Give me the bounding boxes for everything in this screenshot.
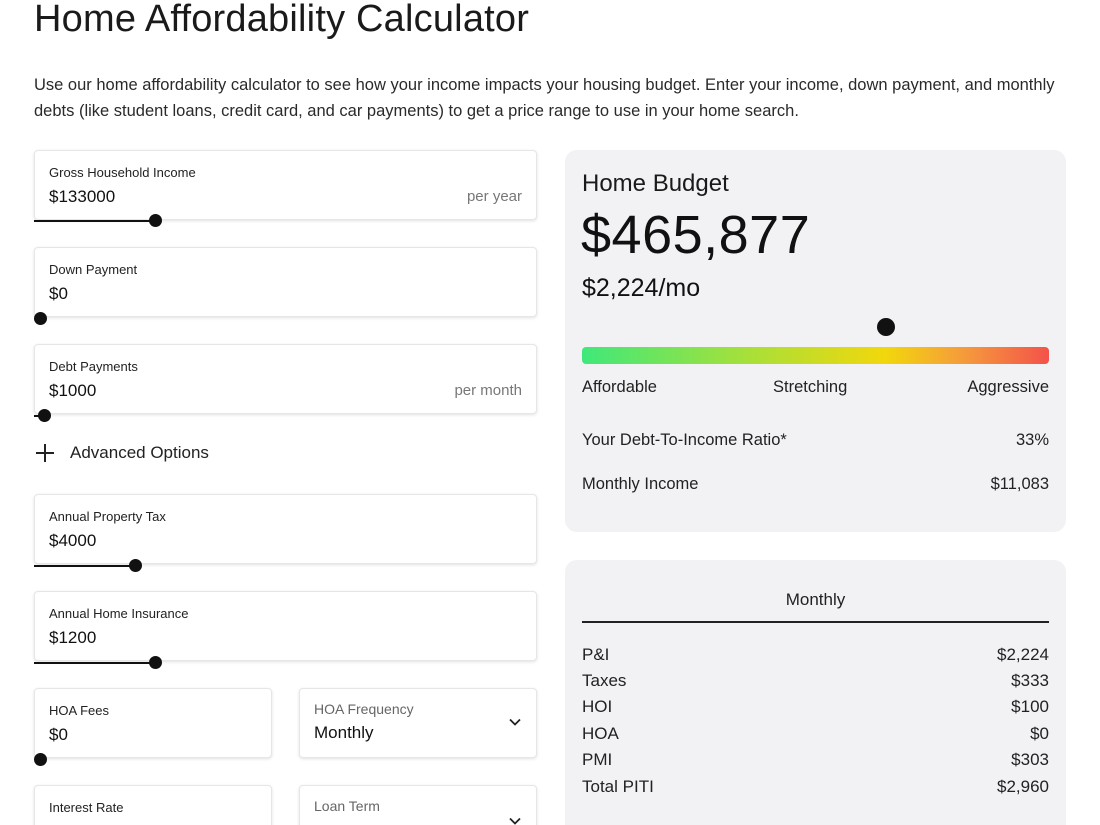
gauge-label-affordable: Affordable	[582, 378, 657, 396]
breakdown-row-label: Taxes	[582, 671, 627, 690]
debt-field[interactable]: Debt Payments $1000 per month	[34, 344, 537, 414]
breakdown-row-value: $303	[1011, 750, 1049, 769]
breakdown-row-value: $2,960	[997, 777, 1049, 796]
debt-input[interactable]: $1000	[49, 381, 97, 400]
down-payment-field[interactable]: Down Payment $0	[34, 247, 537, 317]
chevron-down-icon	[509, 817, 521, 825]
home-insurance-slider-thumb[interactable]	[148, 656, 162, 669]
monthly-breakdown-card: Monthly P&I $2,224 Taxes $333 HOI $100 H…	[565, 560, 1066, 825]
breakdown-row: Taxes $333	[582, 671, 1049, 691]
breakdown-row-label: HOA	[582, 724, 619, 743]
breakdown-row: HOI $100	[582, 697, 1049, 717]
hoa-frequency-select[interactable]: HOA Frequency Monthly	[299, 688, 537, 758]
breakdown-row-value: $2,224	[997, 645, 1049, 664]
home-budget-card: Home Budget $465,877 $2,224/mo Affordabl…	[565, 150, 1066, 532]
home-budget-monthly: $2,224/mo	[582, 274, 701, 302]
plus-icon	[34, 442, 56, 464]
page-title: Home Affordability Calculator	[34, 0, 530, 40]
hoa-fees-slider-thumb[interactable]	[34, 753, 47, 766]
breakdown-row: PMI $303	[582, 750, 1049, 770]
debt-unit: per month	[454, 382, 522, 399]
monthly-income-label: Monthly Income	[582, 475, 699, 493]
debt-label: Debt Payments	[49, 359, 138, 374]
home-insurance-input[interactable]: $1200	[49, 628, 97, 647]
income-field[interactable]: Gross Household Income $133000 per year	[34, 150, 537, 220]
breakdown-row: P&I $2,224	[582, 645, 1049, 665]
gauge-label-stretching: Stretching	[773, 378, 848, 396]
home-insurance-slider-track	[34, 662, 155, 664]
page-intro: Use our home affordability calculator to…	[34, 76, 1055, 120]
gauge-label-aggressive: Aggressive	[967, 378, 1049, 396]
breakdown-row-value: $0	[1030, 724, 1049, 743]
home-budget-amount: $465,877	[581, 205, 811, 265]
income-slider[interactable]	[34, 214, 537, 227]
property-tax-field[interactable]: Annual Property Tax $4000	[34, 494, 537, 564]
down-payment-label: Down Payment	[49, 262, 138, 277]
property-tax-slider-thumb[interactable]	[128, 559, 142, 572]
affordability-gauge-marker	[876, 318, 895, 336]
interest-rate-label: Interest Rate	[49, 800, 124, 815]
home-insurance-slider[interactable]	[34, 656, 537, 669]
home-budget-title: Home Budget	[582, 170, 729, 197]
dti-label: Your Debt-To-Income Ratio*	[582, 431, 787, 449]
income-slider-track	[34, 220, 155, 222]
breakdown-row-value: $333	[1011, 671, 1049, 690]
dti-row: Your Debt-To-Income Ratio* 33%	[582, 431, 1049, 450]
income-input[interactable]: $133000	[49, 187, 116, 206]
income-slider-thumb[interactable]	[148, 214, 162, 227]
debt-slider-thumb[interactable]	[38, 409, 52, 422]
property-tax-label: Annual Property Tax	[49, 509, 166, 524]
chevron-down-icon	[509, 718, 521, 726]
property-tax-slider[interactable]	[34, 559, 537, 572]
breakdown-row-label: Total PITI	[582, 777, 654, 796]
affordability-gauge-bar	[582, 347, 1049, 364]
home-insurance-label: Annual Home Insurance	[49, 606, 189, 621]
property-tax-input[interactable]: $4000	[49, 531, 97, 550]
down-payment-slider[interactable]	[34, 312, 537, 325]
breakdown-row-total: Total PITI $2,960	[582, 777, 1049, 797]
debt-slider[interactable]	[34, 409, 537, 422]
breakdown-row-label: HOI	[582, 697, 613, 716]
interest-rate-field[interactable]: Interest Rate	[34, 785, 272, 825]
down-payment-slider-thumb[interactable]	[34, 312, 47, 325]
advanced-options-toggle[interactable]: Advanced Options	[34, 442, 209, 464]
monthly-income-row: Monthly Income $11,083	[582, 475, 1049, 494]
breakdown-row-label: P&I	[582, 645, 610, 664]
property-tax-slider-track	[34, 565, 135, 567]
income-unit: per year	[466, 188, 522, 205]
hoa-frequency-value: Monthly	[314, 723, 374, 742]
breakdown-row: HOA $0	[582, 724, 1049, 744]
loan-term-label: Loan Term	[314, 798, 380, 814]
advanced-options-label: Advanced Options	[70, 443, 209, 462]
hoa-fees-slider[interactable]	[34, 753, 272, 766]
income-label: Gross Household Income	[49, 165, 196, 180]
down-payment-input[interactable]: $0	[49, 284, 68, 303]
hoa-fees-label: HOA Fees	[49, 703, 109, 718]
monthly-income-value: $11,083	[990, 475, 1049, 493]
home-insurance-field[interactable]: Annual Home Insurance $1200	[34, 591, 537, 661]
hoa-fees-field[interactable]: HOA Fees $0	[34, 688, 272, 758]
monthly-breakdown-divider	[582, 621, 1049, 623]
hoa-frequency-label: HOA Frequency	[314, 701, 414, 717]
breakdown-row-value: $100	[1011, 697, 1049, 716]
breakdown-row-label: PMI	[582, 750, 613, 769]
hoa-fees-input[interactable]: $0	[49, 725, 68, 744]
monthly-breakdown-header: Monthly	[785, 590, 846, 609]
loan-term-select[interactable]: Loan Term	[299, 785, 537, 825]
dti-value: 33%	[1015, 431, 1049, 449]
